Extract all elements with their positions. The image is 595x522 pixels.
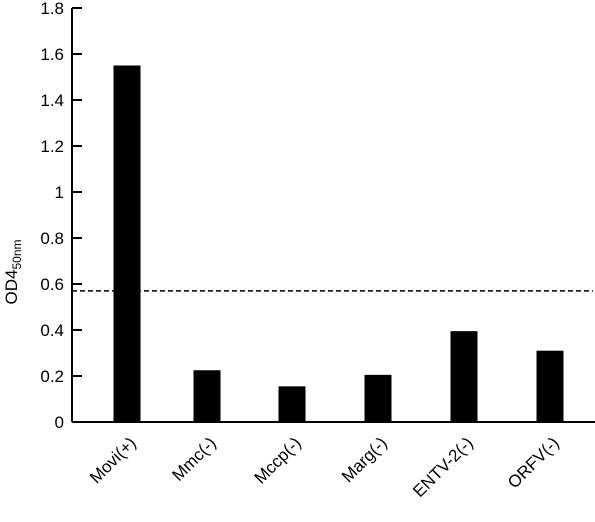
bars bbox=[113, 65, 564, 422]
y-axis-title: OD450nm bbox=[2, 240, 24, 305]
y-tick-label: 1 bbox=[55, 183, 64, 202]
y-tick-label: 0.2 bbox=[40, 367, 64, 386]
y-axis-title-main: OD4 bbox=[2, 270, 21, 305]
y-tick-label: 0 bbox=[55, 413, 64, 432]
y-axis-title-text: OD450nm bbox=[2, 240, 24, 305]
bar bbox=[364, 374, 392, 422]
y-axis: 0 0.2 0.4 0.6 0.8 1 1.2 1.4 1.6 1.8 bbox=[40, 0, 82, 432]
y-tick-label: 1.4 bbox=[40, 91, 64, 110]
x-tick-label: Movi(+) bbox=[86, 433, 140, 487]
x-tick-label: Mmc(-) bbox=[168, 433, 219, 484]
bar bbox=[113, 65, 141, 422]
x-tick-label: ORFV(-) bbox=[504, 433, 563, 492]
y-tick-label: 0.8 bbox=[40, 229, 64, 248]
y-tick-label: 0.4 bbox=[40, 321, 64, 340]
category-labels: Movi(+) Mmc(-) Mccp(-) Marg(-) ENTV-2(-) ORFV… bbox=[86, 433, 563, 501]
bar bbox=[278, 386, 306, 422]
bar bbox=[450, 331, 478, 422]
x-tick-label: Marg(-) bbox=[338, 433, 391, 486]
x-tick-label: Mccp(-) bbox=[251, 433, 305, 487]
y-tick-label: 1.8 bbox=[40, 0, 64, 18]
y-tick-label: 0.6 bbox=[40, 275, 64, 294]
y-axis-title-subscript: 50nm bbox=[10, 240, 24, 270]
y-tick-label: 1.6 bbox=[40, 45, 64, 64]
y-tick-label: 1.2 bbox=[40, 137, 64, 156]
x-tick-label: ENTV-2(-) bbox=[409, 433, 477, 501]
bar bbox=[193, 370, 221, 422]
bar bbox=[536, 350, 564, 422]
